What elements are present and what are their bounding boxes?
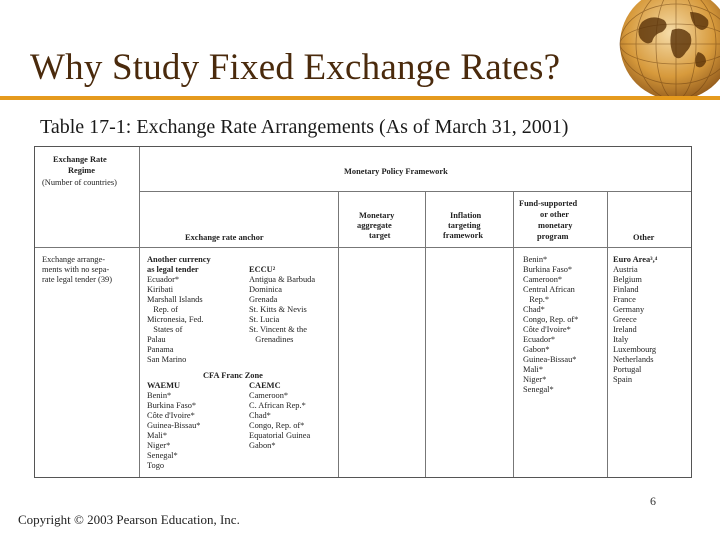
fund-header-line4: program	[537, 232, 569, 241]
row-divider	[35, 247, 691, 248]
other-item: Germany	[613, 305, 645, 314]
exchange-rate-table: Exchange Rate Regime (Number of countrie…	[34, 146, 692, 478]
fund-item: Burkina Faso*	[523, 265, 573, 274]
waemu-item: Burkina Faso*	[147, 401, 197, 410]
caemc-item: C. African Rep.*	[249, 401, 306, 410]
fund-item: Senegal*	[523, 385, 554, 394]
regime-label-line3: rate legal tender (39)	[42, 275, 112, 284]
other-item: Spain	[613, 375, 633, 384]
waemu-item: Mali*	[147, 431, 168, 440]
monetary-header-line1: Monetary	[359, 211, 395, 220]
another-currency-item: Kiribati	[147, 285, 174, 294]
eccu-item: St. Lucia	[249, 315, 280, 324]
another-currency-item: Panama	[147, 345, 174, 354]
fund-header-line2: or other	[540, 210, 569, 219]
copyright-footer: Copyright © 2003 Pearson Education, Inc.	[18, 512, 240, 527]
anchor-header: Exchange rate anchor	[185, 233, 264, 242]
fund-item: Chad*	[523, 305, 545, 314]
table-caption-text: : Exchange Rate Arrangements (As of Marc…	[125, 116, 569, 138]
other-item: Austria	[613, 265, 638, 274]
column-divider	[513, 191, 514, 477]
caemc-item: Congo, Rep. of*	[249, 421, 305, 430]
fund-item: Gabon*	[523, 345, 550, 354]
waemu-item: Benin*	[147, 391, 172, 400]
table-caption: Table 17-1: Exchange Rate Arrangements (…	[40, 116, 568, 139]
fund-header-line3: monetary	[538, 221, 573, 230]
waemu-item: Guinea-Bissau*	[147, 421, 201, 430]
fund-header-line1: Fund-supported	[519, 199, 578, 208]
other-item: Luxembourg	[613, 345, 657, 354]
inflation-header-line2: targeting	[448, 221, 481, 230]
regime-label-line1: Exchange arrange-	[42, 255, 106, 264]
another-currency-title-line2: as legal tender	[147, 265, 199, 274]
fund-item: Guinea-Bissau*	[523, 355, 577, 364]
another-currency-item: Rep. of	[147, 305, 178, 314]
globe-icon	[619, 0, 720, 96]
framework-header: Monetary Policy Framework	[344, 167, 448, 176]
eccu-item: St. Vincent & the	[249, 325, 307, 334]
another-currency-title-line1: Another currency	[147, 255, 211, 264]
inflation-header-line3: framework	[443, 231, 483, 240]
other-item: France	[613, 295, 636, 304]
column-divider	[607, 191, 608, 477]
another-currency-item: Micronesia, Fed.	[147, 315, 204, 324]
other-item: Ireland	[613, 325, 637, 334]
other-item: Greece	[613, 315, 637, 324]
another-currency-item: San Marino	[147, 355, 187, 364]
column-divider	[139, 147, 140, 477]
other-item: Finland	[613, 285, 639, 294]
other-item: Italy	[613, 335, 629, 344]
fund-item: Niger*	[523, 375, 547, 384]
eccu-item: Grenada	[249, 295, 278, 304]
fund-item: Mali*	[523, 365, 544, 374]
euro-area-title: Euro Area³,⁴	[613, 255, 658, 264]
waemu-title: WAEMU	[147, 381, 181, 390]
row-divider	[139, 191, 691, 192]
other-item: Belgium	[613, 275, 642, 284]
eccu-title: ECCU²	[249, 265, 276, 274]
other-item: Netherlands	[613, 355, 654, 364]
another-currency-item: Palau	[147, 335, 166, 344]
inflation-header-line1: Inflation	[450, 211, 482, 220]
fund-item: Central African	[523, 285, 575, 294]
regime-header-line2: Regime	[68, 166, 95, 175]
eccu-item: Dominica	[249, 285, 283, 294]
cfa-title: CFA Franc Zone	[203, 371, 263, 380]
monetary-header-line3: target	[369, 231, 391, 240]
eccu-item: St. Kitts & Nevis	[249, 305, 307, 314]
waemu-item: Togo	[147, 461, 165, 470]
title-divider	[0, 96, 720, 100]
another-currency-item: Ecuador*	[147, 275, 180, 284]
fund-item: Cameroon*	[523, 275, 563, 284]
fund-item: Benin*	[523, 255, 548, 264]
fund-item: Ecuador*	[523, 335, 556, 344]
another-currency-item: Marshall Islands	[147, 295, 203, 304]
eccu-item: Grenadines	[249, 335, 294, 344]
fund-item: Côte d'Ivoire*	[523, 325, 571, 334]
caemc-item: Cameroon*	[249, 391, 289, 400]
caemc-title: CAEMC	[249, 381, 281, 390]
regime-header-line1: Exchange Rate	[53, 155, 107, 164]
slide-title: Why Study Fixed Exchange Rates?	[30, 47, 561, 88]
regime-label-line2: ments with no sepa-	[42, 265, 110, 274]
table-number: Table 17-1	[40, 116, 126, 138]
waemu-item: Niger*	[147, 441, 171, 450]
eccu-item: Antigua & Barbuda	[249, 275, 316, 284]
column-divider	[425, 191, 426, 477]
fund-item: Congo, Rep. of*	[523, 315, 579, 324]
caemc-item: Equatorial Guinea	[249, 431, 311, 440]
page-number: 6	[650, 494, 656, 508]
fund-item: Rep.*	[523, 295, 550, 304]
waemu-item: Côte d'Ivoire*	[147, 411, 195, 420]
caemc-item: Chad*	[249, 411, 271, 420]
other-item: Portugal	[613, 365, 642, 374]
other-header: Other	[633, 233, 655, 242]
column-divider	[338, 191, 339, 477]
regime-header-line3: (Number of countries)	[42, 178, 117, 187]
another-currency-item: States of	[147, 325, 183, 334]
monetary-header-line2: aggregate	[357, 221, 392, 230]
waemu-item: Senegal*	[147, 451, 178, 460]
caemc-item: Gabon*	[249, 441, 276, 450]
